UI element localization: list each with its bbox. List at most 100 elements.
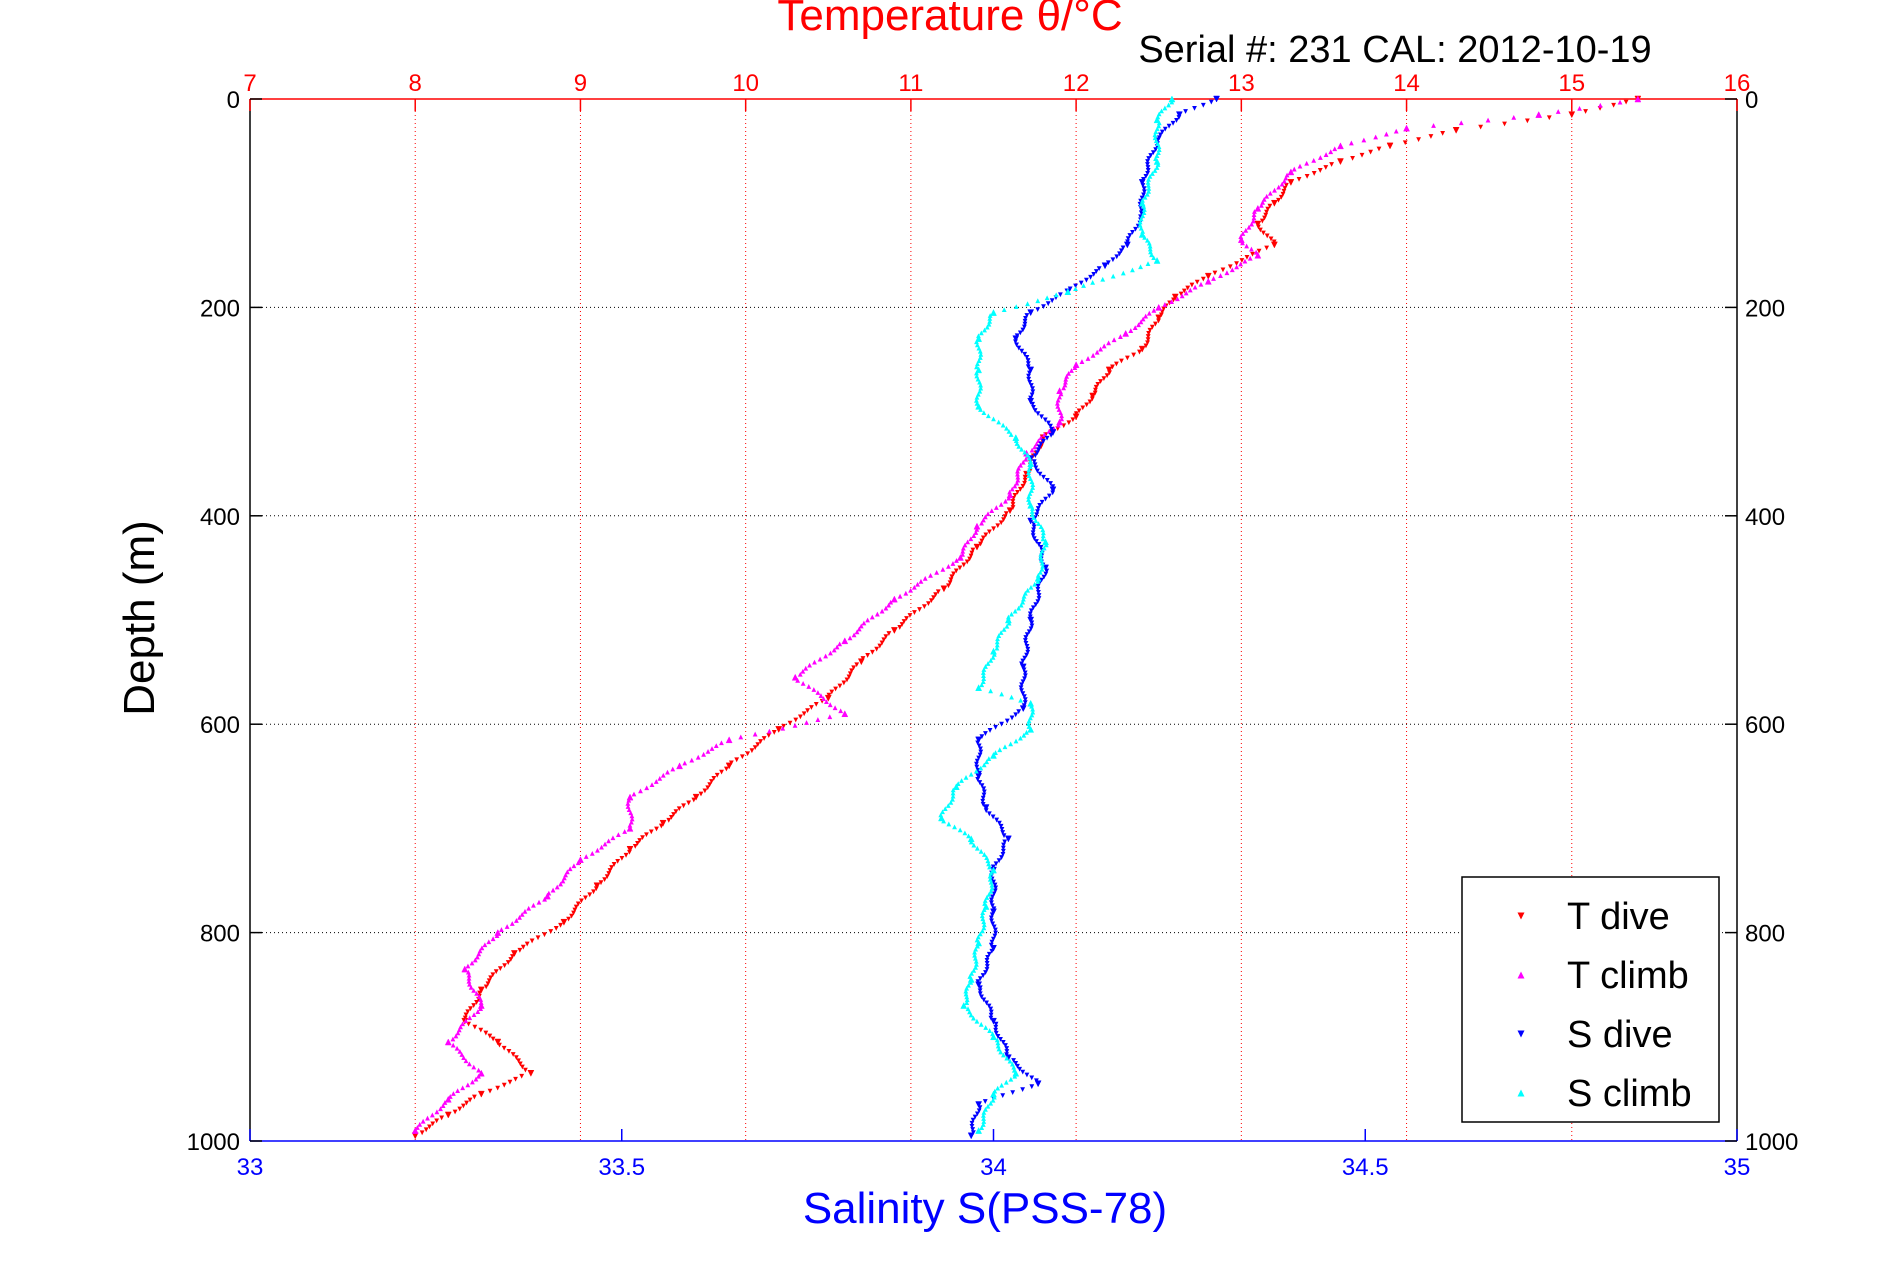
data-marker [669, 815, 674, 820]
data-marker [514, 918, 519, 923]
data-marker [907, 613, 913, 618]
data-point [775, 726, 783, 733]
data-marker [1043, 496, 1048, 502]
data-marker [1145, 182, 1151, 188]
data-marker [658, 823, 664, 829]
data-marker [851, 632, 857, 638]
data-marker [965, 1006, 971, 1012]
data-marker [991, 526, 996, 532]
data-marker [1079, 359, 1085, 364]
legend-marker [1517, 1030, 1525, 1038]
data-marker [1022, 655, 1028, 661]
data-marker [1055, 422, 1061, 428]
data-marker [988, 688, 994, 694]
data-marker [474, 1000, 479, 1005]
data-marker [973, 964, 978, 970]
data-marker [467, 981, 472, 987]
data-marker [1070, 417, 1076, 423]
data-marker [1218, 273, 1223, 278]
data-marker [1031, 527, 1037, 533]
data-marker [1016, 709, 1022, 715]
data-marker [1311, 171, 1317, 176]
data-marker [1138, 225, 1144, 231]
data-marker [1485, 117, 1491, 123]
data-marker [1119, 358, 1124, 364]
data-point [461, 965, 469, 973]
data-marker [982, 1099, 988, 1104]
data-point [1153, 256, 1161, 264]
data-marker [960, 548, 966, 554]
data-marker [994, 639, 1000, 645]
data-marker [1279, 181, 1285, 187]
data-marker [1153, 129, 1159, 135]
data-marker [1146, 240, 1152, 246]
data-marker [940, 809, 945, 815]
data-point [444, 1038, 452, 1046]
data-point [1034, 1080, 1042, 1088]
data-marker [947, 580, 953, 586]
data-marker [792, 722, 798, 728]
data-marker [1035, 599, 1041, 605]
data-marker [1053, 292, 1059, 298]
data-marker [1018, 462, 1023, 468]
data-marker [1027, 611, 1033, 617]
data-marker [1041, 530, 1046, 536]
data-marker [815, 717, 821, 722]
data-marker [837, 683, 843, 689]
data-marker [488, 975, 494, 981]
data-point [1153, 116, 1161, 124]
data-marker [1031, 536, 1037, 541]
data-marker [978, 541, 983, 547]
data-marker [941, 818, 947, 824]
data-marker [974, 370, 979, 376]
data-marker [1010, 502, 1016, 507]
data-marker [975, 740, 981, 746]
data-marker [615, 832, 621, 838]
data-marker [960, 551, 966, 557]
data-marker [1040, 536, 1046, 542]
data-marker [1323, 165, 1329, 170]
data-marker [1016, 605, 1022, 611]
data-marker [1059, 413, 1065, 419]
data-marker [1058, 391, 1064, 397]
data-point [725, 736, 733, 744]
data-marker [653, 779, 659, 784]
data-marker [980, 798, 986, 804]
data-marker [990, 1097, 996, 1103]
data-marker [979, 1125, 985, 1130]
data-marker [593, 886, 599, 892]
data-point [973, 543, 981, 551]
data-point [477, 1069, 485, 1077]
data-marker [1128, 328, 1134, 333]
data-marker [1037, 444, 1042, 450]
data-marker [1328, 149, 1334, 155]
data-point [990, 908, 997, 916]
data-marker [1263, 212, 1269, 218]
data-marker [681, 803, 686, 809]
data-marker [994, 817, 1000, 823]
data-marker [851, 665, 857, 671]
data-marker [1018, 735, 1023, 741]
data-marker [627, 849, 632, 855]
data-point [626, 824, 634, 832]
data-marker [915, 581, 920, 587]
data-marker [883, 605, 889, 611]
data-marker [999, 691, 1005, 697]
data-marker [1149, 324, 1155, 330]
data-marker [990, 921, 996, 927]
data-marker [450, 1036, 456, 1042]
data-point [1138, 345, 1146, 353]
data-marker [517, 947, 523, 953]
data-point [841, 710, 849, 718]
data-marker [1024, 313, 1030, 318]
data-marker [1166, 102, 1171, 108]
data-point [1019, 663, 1027, 671]
data-marker [996, 1046, 1002, 1052]
data-marker [1040, 527, 1046, 533]
data-marker [992, 888, 998, 894]
data-point [659, 819, 667, 827]
data-marker [1009, 611, 1014, 617]
data-marker [977, 991, 983, 997]
data-marker [966, 833, 971, 839]
data-marker [981, 997, 987, 1003]
